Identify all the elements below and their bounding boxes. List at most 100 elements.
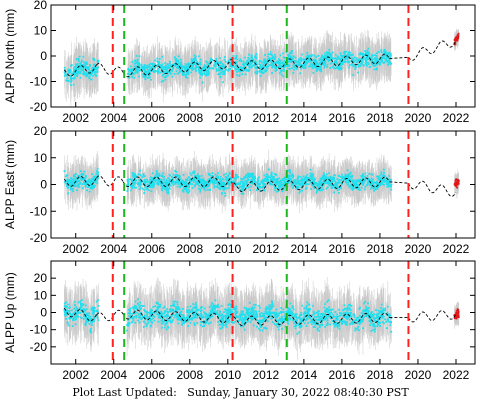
data-point — [329, 52, 331, 54]
data-point — [191, 58, 193, 60]
data-point — [338, 68, 340, 70]
data-point — [276, 69, 278, 71]
data-point — [323, 67, 325, 69]
data-point — [318, 59, 320, 61]
data-point — [384, 61, 386, 63]
data-point — [73, 69, 75, 71]
data-point — [71, 73, 73, 75]
data-point — [95, 69, 97, 71]
data-point — [283, 68, 285, 70]
data-point — [77, 63, 79, 65]
data-point — [176, 70, 178, 72]
data-point — [261, 72, 263, 74]
y-axis-label: ALPP North (mm) — [3, 9, 17, 103]
data-point — [234, 58, 236, 60]
data-point — [371, 54, 373, 56]
data-point — [274, 54, 276, 56]
data-point — [164, 79, 166, 81]
data-point — [340, 52, 342, 54]
data-point — [282, 53, 284, 55]
data-point — [86, 73, 88, 75]
data-point — [134, 60, 136, 62]
data-point — [260, 64, 262, 66]
data-point — [356, 57, 358, 59]
data-point — [157, 71, 159, 73]
data-point — [368, 52, 370, 54]
data-point — [174, 56, 176, 58]
data-point — [229, 68, 231, 70]
data-point — [77, 73, 79, 75]
data-point — [205, 75, 207, 77]
data-point — [154, 70, 156, 72]
data-point — [252, 65, 254, 67]
data-point — [301, 59, 303, 61]
data-point — [136, 55, 138, 57]
data-point — [147, 68, 149, 70]
data-point — [283, 75, 285, 77]
data-point — [219, 76, 221, 78]
data-point — [180, 65, 182, 67]
data-point — [312, 68, 314, 70]
data-point — [92, 58, 94, 60]
data-point — [329, 59, 331, 61]
data-point — [249, 66, 251, 68]
data-point — [250, 61, 252, 63]
data-point — [150, 79, 152, 81]
data-point — [299, 62, 301, 64]
data-point — [66, 80, 68, 82]
data-point — [376, 55, 378, 57]
data-point — [200, 59, 202, 61]
data-point — [388, 63, 390, 65]
data-point — [297, 62, 299, 64]
data-point — [78, 60, 80, 62]
plot-area — [64, 131, 460, 238]
data-point — [137, 59, 139, 61]
data-point — [169, 61, 171, 63]
data-point — [338, 57, 340, 59]
data-point — [198, 69, 200, 71]
data-point — [230, 62, 232, 64]
data-point — [97, 61, 99, 63]
data-point — [69, 69, 71, 71]
data-point — [385, 59, 387, 61]
data-point — [96, 67, 98, 69]
data-point — [238, 75, 240, 77]
data-point — [192, 60, 194, 62]
data-point — [202, 73, 204, 75]
data-point — [228, 60, 230, 62]
data-point — [142, 68, 144, 70]
data-point — [236, 63, 238, 65]
data-point — [341, 67, 343, 69]
data-point — [94, 71, 96, 73]
data-point — [95, 74, 97, 76]
data-point — [80, 70, 82, 72]
data-point — [371, 56, 373, 58]
data-point — [357, 59, 359, 61]
data-point — [78, 58, 80, 60]
data-point — [215, 63, 217, 65]
data-point — [259, 70, 261, 72]
data-point — [384, 54, 386, 56]
data-point — [139, 64, 141, 66]
data-point — [264, 70, 266, 72]
data-point — [352, 74, 354, 76]
data-point — [337, 56, 339, 58]
data-point — [129, 69, 131, 71]
data-point — [222, 73, 224, 75]
data-point — [146, 65, 148, 67]
data-point — [315, 63, 317, 65]
data-point — [83, 56, 85, 58]
data-point — [212, 68, 214, 70]
data-point — [280, 62, 282, 64]
data-point — [390, 63, 392, 65]
data-point — [313, 72, 315, 74]
data-point — [80, 68, 82, 70]
data-point — [70, 65, 72, 67]
data-point — [138, 62, 140, 64]
data-point — [267, 62, 269, 64]
data-point — [335, 54, 337, 56]
data-point — [314, 67, 316, 69]
